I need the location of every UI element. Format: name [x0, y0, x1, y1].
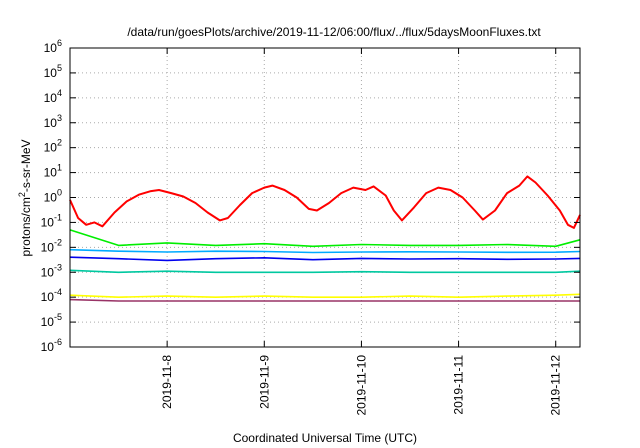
y-tick-label: 10-2 [41, 237, 62, 254]
y-tick-label: 10-5 [41, 312, 62, 329]
y-tick-label: 100 [44, 188, 62, 205]
series-line-7 [69, 298, 580, 302]
y-tick-label: 10-6 [41, 337, 62, 354]
y-tick-label: 101 [44, 163, 62, 180]
x-axis: 2019-11-8 2019-11-9 2019-11-10 2019-11-11 20… [160, 48, 563, 416]
series-line-6 [69, 293, 581, 299]
y-axis: 10-6 10-5 10-4 10-3 10-2 10-1 100 101 102 103 104 1… [41, 38, 580, 354]
y-tick-label: 103 [44, 113, 62, 130]
x-tick-label: 2019-11-10 [354, 355, 368, 416]
y-axis-label: protons/cm2-s-sr-MeV [17, 139, 33, 256]
data-series [69, 175, 581, 302]
series-line-3 [69, 248, 581, 254]
x-tick-label: 2019-11-12 [549, 355, 563, 416]
y-tick-label: 104 [44, 88, 62, 105]
chart-title: /data/run/goesPlots/archive/2019-11-12/0… [127, 25, 541, 39]
series-line-5 [69, 269, 581, 274]
series-line-1 [69, 175, 581, 229]
series-line-4 [69, 256, 581, 262]
x-tick-label: 2019-11-11 [452, 355, 466, 415]
y-tick-label: 105 [44, 63, 62, 80]
x-tick-label: 2019-11-8 [160, 355, 174, 409]
y-tick-label: 10-4 [41, 287, 62, 304]
y-tick-label: 10-3 [41, 262, 62, 279]
y-tick-label: 106 [44, 38, 62, 55]
series-line-2 [69, 229, 581, 248]
x-tick-label: 2019-11-9 [257, 355, 271, 409]
y-tick-label: 102 [44, 138, 62, 155]
x-axis-label: Coordinated Universal Time (UTC) [233, 431, 417, 445]
y-tick-label: 10-1 [41, 212, 62, 229]
